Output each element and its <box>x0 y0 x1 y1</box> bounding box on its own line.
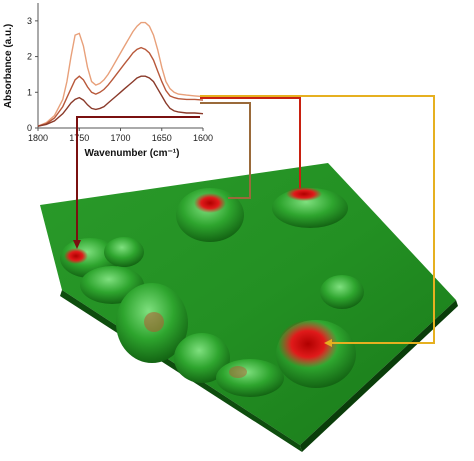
terrain-right-edge <box>300 300 458 452</box>
x-tick-label: 1750 <box>69 133 89 143</box>
mound-center-chain <box>116 283 284 397</box>
connectors <box>73 95 435 347</box>
y-tick-label: 2 <box>27 52 32 62</box>
x-tick-label: 1600 <box>193 133 213 143</box>
mound-right-large <box>276 275 364 388</box>
x-tick-label: 1700 <box>110 133 130 143</box>
y-ticks: 0 1 2 3 <box>27 16 38 133</box>
x-tick-label: 1800 <box>28 133 48 143</box>
y-tick-label: 0 <box>27 123 32 133</box>
spectrum-line-3 <box>37 75 204 127</box>
terrain-surface <box>40 163 458 452</box>
connector-yellow <box>200 95 435 344</box>
spectrum-line-2 <box>37 46 204 127</box>
y-axis-title: Absorbance (a.u.) <box>3 24 14 108</box>
spectra-inset: 1800 1750 1700 1650 1600 0 1 2 3 Wavenumber (cm… <box>3 3 213 159</box>
terrain-plane <box>40 163 456 445</box>
connector-dark-red-arrowhead <box>73 240 81 249</box>
mound-top-right <box>272 187 348 228</box>
x-ticks: 1800 1750 1700 1650 1600 <box>28 128 213 143</box>
mound-top-left <box>176 188 244 242</box>
connector-yellow-arrowhead <box>324 339 332 347</box>
y-tick-label: 1 <box>27 87 32 97</box>
spectrum-line-1 <box>37 21 204 127</box>
x-axis-title: Wavenumber (cm⁻¹) <box>85 148 180 159</box>
connector-red <box>200 97 301 188</box>
connector-brown <box>200 102 251 199</box>
connector-dark-red <box>76 116 200 246</box>
x-tick-label: 1650 <box>152 133 172 143</box>
spectra-lines <box>37 21 204 127</box>
y-tick-label: 3 <box>27 16 32 26</box>
